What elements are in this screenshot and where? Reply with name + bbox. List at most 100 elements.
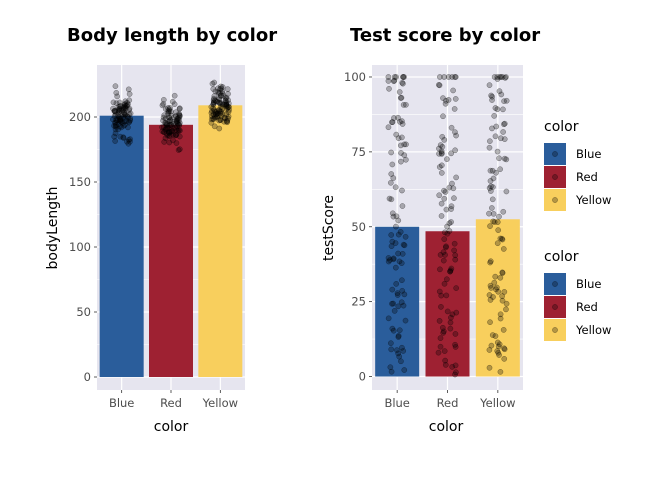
data-point	[437, 343, 444, 350]
data-point	[172, 124, 178, 131]
data-point	[175, 121, 181, 128]
data-point	[400, 102, 407, 108]
data-point	[497, 311, 504, 318]
data-point	[449, 363, 456, 370]
data-point	[124, 99, 130, 106]
data-point	[492, 105, 499, 111]
data-point	[398, 94, 405, 101]
data-point	[491, 279, 498, 286]
data-point	[450, 87, 456, 94]
data-point	[117, 103, 124, 109]
data-point	[395, 217, 402, 224]
data-point	[117, 118, 124, 125]
data-point	[403, 156, 409, 163]
data-point	[126, 97, 133, 104]
data-point	[444, 230, 451, 237]
data-point	[224, 104, 231, 111]
data-point	[394, 292, 401, 298]
data-point	[401, 291, 408, 298]
data-point	[175, 128, 182, 134]
data-point	[118, 113, 125, 120]
data-point	[396, 118, 403, 125]
legend-title: color	[544, 119, 579, 135]
data-point	[401, 74, 407, 80]
data-point	[487, 319, 493, 326]
data-point	[224, 86, 231, 92]
data-point	[390, 256, 397, 263]
data-point	[487, 258, 494, 265]
legend-point	[552, 151, 558, 157]
data-point	[172, 113, 179, 119]
chart-2-points	[385, 74, 510, 378]
data-point	[442, 189, 449, 195]
data-point	[442, 244, 449, 251]
data-point	[126, 91, 133, 97]
chart-2-title: Test score by color	[350, 25, 540, 46]
data-point	[112, 138, 118, 144]
data-point	[122, 101, 128, 107]
data-point	[395, 334, 402, 340]
data-point	[214, 112, 221, 119]
data-point	[160, 101, 167, 107]
data-point	[486, 292, 493, 298]
legend-label: Yellow	[575, 193, 611, 207]
data-point	[112, 119, 119, 126]
data-point	[441, 187, 447, 194]
y-tick-label: 100	[69, 240, 91, 254]
data-point	[445, 74, 452, 80]
data-point	[389, 300, 395, 307]
data-point	[166, 139, 173, 146]
data-point	[173, 119, 180, 126]
data-point	[212, 97, 218, 104]
data-point	[438, 162, 445, 169]
data-point	[435, 349, 442, 356]
data-point	[503, 188, 510, 195]
data-point	[162, 120, 169, 127]
data-point	[217, 110, 224, 117]
data-point	[125, 124, 131, 131]
data-point	[396, 89, 403, 95]
data-point	[212, 109, 219, 115]
data-point	[210, 97, 217, 104]
data-point	[493, 284, 500, 291]
data-point	[123, 103, 130, 109]
data-point	[122, 105, 129, 111]
y-tick-label: 200	[69, 110, 91, 124]
data-point	[160, 124, 167, 130]
legend-label: Blue	[576, 147, 601, 161]
data-point	[396, 258, 403, 265]
data-point	[115, 112, 122, 118]
data-point	[216, 90, 222, 96]
data-point	[176, 114, 183, 121]
data-point	[126, 107, 132, 113]
data-point	[390, 300, 397, 307]
data-point	[113, 117, 120, 124]
data-point	[116, 114, 123, 121]
data-point	[390, 78, 397, 85]
data-point	[221, 115, 228, 122]
data-point	[120, 120, 126, 126]
data-point	[165, 109, 172, 116]
data-point	[171, 114, 177, 121]
data-point	[126, 111, 133, 117]
data-point	[388, 149, 395, 156]
data-point	[120, 135, 127, 141]
data-point	[173, 131, 180, 138]
data-point	[451, 106, 458, 112]
data-point	[223, 94, 230, 101]
data-point	[487, 188, 494, 194]
data-point	[500, 246, 507, 252]
data-point	[487, 297, 494, 303]
data-point	[113, 117, 119, 123]
chart-2-y-ticks: 0 25 50 75 100	[344, 70, 372, 384]
data-point	[497, 235, 504, 242]
data-point	[174, 118, 181, 124]
data-point	[226, 104, 232, 110]
data-point	[401, 141, 408, 148]
data-point	[115, 113, 121, 120]
x-tick-label: Yellow	[202, 396, 238, 410]
data-point	[166, 118, 172, 125]
y-tick-label: 75	[351, 145, 366, 159]
data-point	[486, 144, 493, 151]
data-point	[496, 155, 502, 162]
